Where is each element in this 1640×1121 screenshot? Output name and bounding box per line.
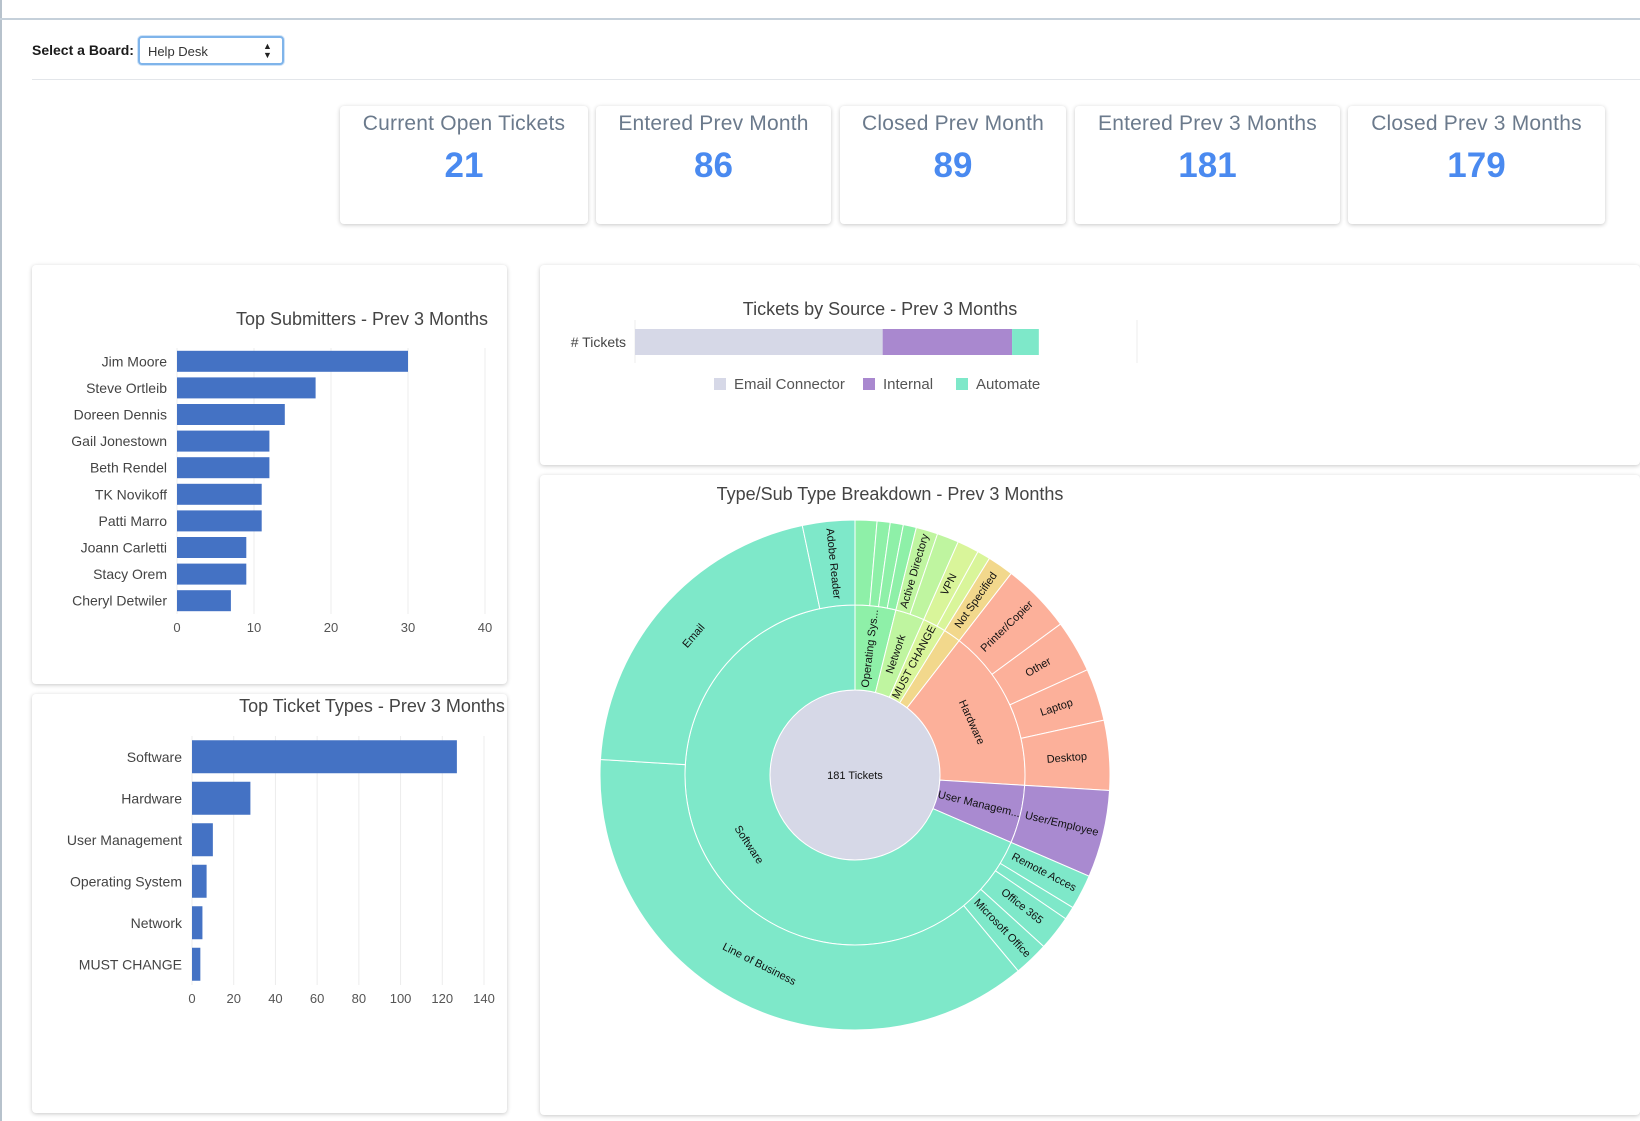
chart-title: Top Ticket Types - Prev 3 Months [239,696,505,716]
x-tick-label: 100 [390,991,412,1006]
stat-card-closed-prev-month: Closed Prev Month 89 [840,106,1066,224]
frame-top-border [0,18,1640,20]
x-tick-label: 20 [226,991,240,1006]
board-select-dropdown[interactable]: Help Desk ▲ ▼ [137,35,284,65]
type-breakdown-chart: Type/Sub Type Breakdown - Prev 3 Months 1… [599,484,1111,1031]
legend-swatch [863,378,875,390]
y-category-label: Patti Marro [99,513,168,529]
legend-label: Email Connector [734,376,845,393]
stat-value: 21 [444,146,484,185]
bar [192,906,203,940]
x-tick-label: 120 [431,991,453,1006]
bar-segment [882,329,1013,355]
board-selector: Select a Board: Help Desk ▲ ▼ [32,35,284,65]
y-category-label: Joann Carletti [81,540,167,556]
bar [177,563,247,585]
legend-label: Automate [976,376,1040,393]
x-tick-label: 20 [324,620,338,635]
sunburst-outer-segment [599,758,1019,1031]
y-category-label: Steve Ortleib [86,380,167,396]
stat-value: 181 [1178,146,1237,185]
segment-label: Desktop [1046,751,1087,766]
top-ticket-types-chart: Top Ticket Types - Prev 3 Months 0 20 40 60 8… [67,696,505,1006]
y-category-label: Operating System [70,873,182,889]
stat-title: Closed Prev Month [862,112,1044,135]
stat-title: Current Open Tickets [362,112,566,135]
x-tick-label: 30 [401,620,415,635]
stat-card-entered-prev-3-months: Entered Prev 3 Months 181 [1075,106,1340,224]
x-tick-label: 0 [188,991,195,1006]
y-category-label: Software [127,749,182,765]
stat-title: Entered Prev 3 Months [1098,112,1317,135]
x-tick-label: 40 [268,991,282,1006]
x-tick-label: 80 [352,991,366,1006]
top-submitters-chart: Top Submitters - Prev 3 Months 0 10 20 30 40 J… [71,309,492,635]
bar [177,537,247,558]
y-category-label: Cheryl Detwiler [72,593,167,609]
stat-title: Closed Prev 3 Months [1371,112,1582,135]
stat-title: Entered Prev Month [618,112,809,135]
bar-segment [635,329,883,355]
bar [192,740,457,774]
y-category-label: # Tickets [571,334,626,350]
bar [192,823,213,857]
frame-left-border [0,0,2,1121]
y-category-label: TK Novikoff [95,486,167,502]
y-category-label: Jim Moore [102,353,168,369]
x-tick-label: 0 [173,620,180,635]
board-select-label: Select a Board: [32,42,134,58]
bar [177,350,408,372]
legend-swatch [956,378,968,390]
legend-label: Internal [883,376,933,393]
top-ticket-types-panel: Top Ticket Types - Prev 3 Months 0 20 40 60 8… [32,694,507,1113]
y-category-label: Hardware [121,790,182,806]
y-category-label: Network [131,915,183,931]
bar-segment [1012,329,1039,355]
board-select-value: Help Desk [147,43,208,59]
bar [177,510,262,532]
center-label: 181 Tickets [827,770,883,782]
y-category-label: Stacy Orem [93,566,167,582]
y-category-label: MUST CHANGE [79,956,182,972]
legend-swatch [714,378,726,390]
tickets-by-source-chart: Tickets by Source - Prev 3 Months # Ticke… [571,299,1138,393]
header-divider [32,79,1640,80]
bar [177,430,270,452]
stat-card-entered-prev-month: Entered Prev Month 86 [596,106,831,224]
bar [177,483,262,505]
x-tick-label: 10 [247,620,261,635]
chart-title: Top Submitters - Prev 3 Months [236,309,488,329]
x-tick-label: 140 [473,991,495,1006]
sunburst-outer-segment [801,519,856,610]
y-category-label: Beth Rendel [90,460,167,476]
stat-card-current-open: Current Open Tickets 21 [340,106,588,224]
stat-card-closed-prev-3-months: Closed Prev 3 Months 179 [1348,106,1605,224]
bar [192,947,201,981]
bar [177,377,316,399]
stat-value: 89 [933,146,973,185]
bar [192,781,251,815]
bar [177,404,285,425]
y-category-label: Gail Jonestown [71,433,167,449]
y-category-label: Doreen Dennis [74,407,167,423]
x-tick-label: 40 [478,620,492,635]
stat-value: 179 [1447,146,1506,185]
type-breakdown-panel: Type/Sub Type Breakdown - Prev 3 Months 1… [540,475,1640,1115]
bar [177,457,270,479]
bar [192,864,207,898]
chart-title: Type/Sub Type Breakdown - Prev 3 Months [717,484,1064,504]
tickets-by-source-panel: Tickets by Source - Prev 3 Months # Ticke… [540,265,1640,465]
chart-title: Tickets by Source - Prev 3 Months [743,299,1017,319]
x-tick-label: 60 [310,991,324,1006]
y-category-label: User Management [67,832,182,848]
stat-value: 86 [694,146,733,185]
top-submitters-panel: Top Submitters - Prev 3 Months 0 10 20 30 40 J… [32,265,507,684]
select-arrows-icon: ▲ ▼ [263,40,272,60]
bar [177,590,231,612]
